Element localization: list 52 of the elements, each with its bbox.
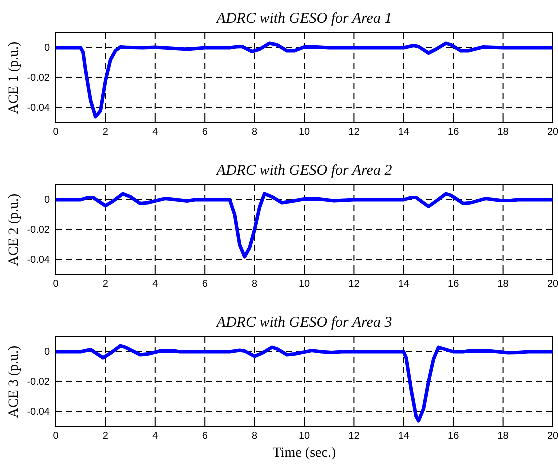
x-tick-label: 6 [202, 431, 208, 442]
line-series [56, 42, 553, 119]
y-axis-title: ACE 3 (p.u.) [7, 346, 22, 418]
x-tick-label: 14 [398, 431, 410, 442]
x-tick-label: 12 [348, 127, 360, 138]
x-tick-label: 0 [53, 431, 60, 442]
y-tick-label: -0.04 [27, 255, 50, 266]
x-axis-title: Time (sec.) [272, 446, 336, 461]
x-tick-label: 12 [348, 431, 360, 442]
y-tick-label: -0.02 [27, 225, 50, 236]
x-tick-label: 8 [252, 127, 258, 138]
x-tick-label: 12 [348, 279, 360, 290]
y-tick-label: 0 [44, 43, 50, 54]
y-tick-label: -0.04 [27, 103, 50, 114]
y-axis-title: ACE 1 (p.u.) [7, 42, 22, 114]
y-tick-label: -0.02 [27, 73, 50, 84]
x-tick-label: 4 [152, 431, 159, 442]
x-tick-label: 20 [547, 279, 558, 290]
y-tick-label: -0.02 [27, 377, 50, 388]
x-tick-label: 0 [53, 127, 60, 138]
x-tick-label: 4 [152, 279, 159, 290]
chart-title: ADRC with GESO for Area 2 [216, 163, 393, 179]
x-tick-label: 16 [448, 279, 460, 290]
x-tick-label: 2 [102, 127, 109, 138]
x-tick-label: 8 [252, 431, 258, 442]
x-tick-label: 16 [448, 127, 460, 138]
y-tick-label: -0.04 [27, 407, 50, 418]
y-tick-label: 0 [44, 347, 50, 358]
x-tick-label: 18 [498, 127, 510, 138]
x-tick-label: 10 [298, 431, 310, 442]
x-tick-label: 10 [298, 127, 310, 138]
x-tick-label: 2 [102, 279, 109, 290]
x-tick-label: 14 [398, 279, 410, 290]
y-tick-label: 0 [44, 195, 50, 206]
x-tick-label: 18 [498, 431, 510, 442]
x-tick-label: 0 [53, 279, 60, 290]
x-tick-label: 14 [398, 127, 410, 138]
y-axis-title: ACE 2 (p.u.) [7, 194, 22, 266]
x-tick-label: 8 [252, 279, 258, 290]
chart-title: ADRC with GESO for Area 3 [216, 315, 392, 331]
x-tick-label: 6 [202, 279, 208, 290]
x-tick-label: 10 [298, 279, 310, 290]
x-tick-label: 20 [547, 127, 558, 138]
x-tick-label: 16 [448, 431, 460, 442]
x-tick-label: 6 [202, 127, 208, 138]
line-series [56, 192, 553, 259]
line-series [56, 344, 553, 423]
chart-title: ADRC with GESO for Area 1 [216, 11, 392, 27]
x-tick-label: 20 [547, 431, 558, 442]
x-tick-label: 4 [152, 127, 159, 138]
x-tick-label: 2 [102, 431, 109, 442]
x-tick-label: 18 [498, 279, 510, 290]
